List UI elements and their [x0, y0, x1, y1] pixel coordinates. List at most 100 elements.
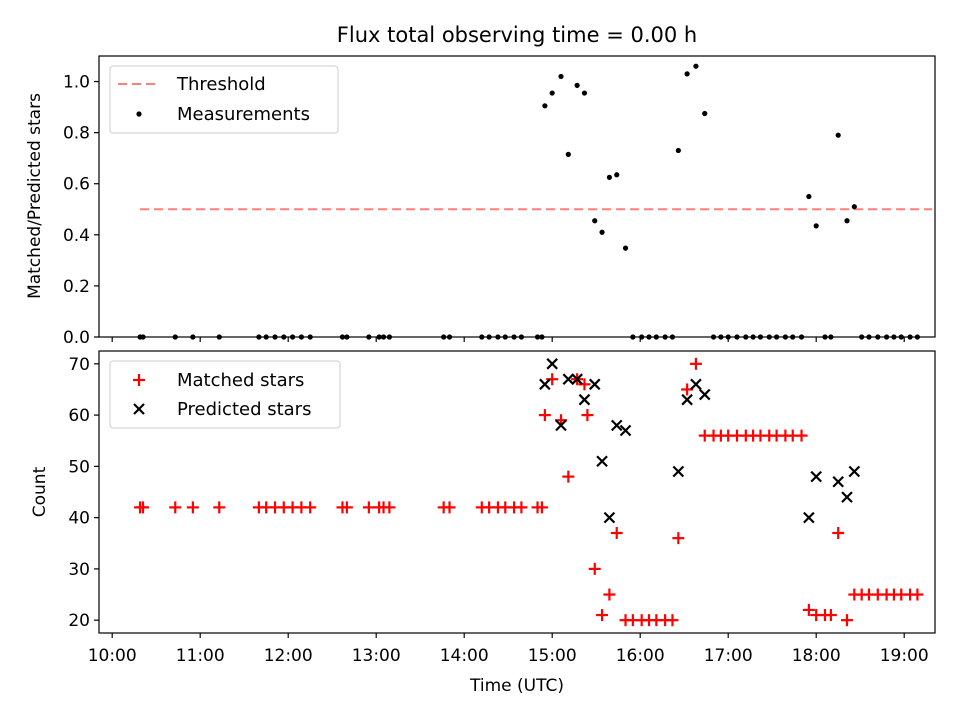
- measurement-point: [835, 132, 841, 138]
- measurement-point: [675, 147, 681, 154]
- matched-star-point: [841, 614, 853, 627]
- legend-threshold-label: Threshold: [176, 74, 266, 95]
- top-y-tick-label: 0.2: [63, 277, 90, 297]
- bottom-plot-frame: [98, 350, 936, 634]
- top-y-tick-label: 0.4: [63, 226, 90, 246]
- top-panel: 0.0 0.2 0.4 0.6 0.8 1.0 Matched/Predicted sta…: [25, 55, 936, 348]
- predicted-star-point: [588, 378, 601, 391]
- bottom-legend: Matched stars Predicted stars: [109, 360, 341, 429]
- bottom-x-axis-label: Time (UTC): [469, 676, 564, 696]
- predicted-star-point: [832, 475, 844, 488]
- matched-star-point: [603, 588, 616, 601]
- predicted-star-point: [841, 491, 853, 503]
- matched-star-point: [562, 470, 575, 483]
- legend-measurements-label: Measurements: [177, 104, 310, 125]
- matched-star-point: [515, 501, 528, 514]
- top-y-axis-ticks: 0.0 0.2 0.4 0.6 0.8 1.0: [63, 73, 99, 348]
- measurement-point: [574, 82, 580, 88]
- predicted-star-point: [603, 511, 616, 524]
- matched-star-point: [689, 357, 702, 370]
- predicted-star-point: [698, 388, 711, 401]
- matched-star-point: [824, 609, 837, 622]
- measurement-point: [542, 103, 548, 109]
- predicted-star-point: [555, 419, 567, 432]
- matched-star-point: [383, 501, 396, 514]
- measurement-point: [702, 110, 708, 117]
- bottom-legend-box: [109, 360, 341, 429]
- predicted-star-point: [539, 378, 551, 391]
- predicted-star-point: [848, 465, 861, 478]
- measurement-point: [614, 172, 620, 178]
- predicted-star-point: [546, 358, 558, 370]
- legend-predicted-label: Predicted stars: [177, 399, 311, 420]
- measurement-point: [558, 73, 564, 80]
- matched-star-point: [588, 562, 601, 575]
- bottom-x-tick-label: 19:00: [880, 646, 929, 666]
- matched-star-point: [137, 501, 149, 514]
- predicted-star-point: [810, 470, 822, 483]
- top-plot-frame: [98, 55, 936, 338]
- bottom-x-tick-label: 15:00: [528, 646, 577, 666]
- bottom-x-tick-label: 12:00: [264, 646, 313, 666]
- matched-star-point: [340, 501, 353, 514]
- matched-star-point: [169, 501, 182, 514]
- bottom-x-tick-label: 18:00: [792, 646, 841, 666]
- matched-star-point: [546, 373, 559, 386]
- matched-star-point: [596, 609, 609, 622]
- matched-star-point: [832, 527, 845, 540]
- matched-star-point: [443, 501, 456, 514]
- matched-star-markers: [134, 357, 924, 627]
- bottom-x-tick-label: 17:00: [704, 646, 753, 666]
- matched-star-point: [581, 409, 594, 422]
- matched-star-point: [538, 409, 551, 422]
- predicted-star-point: [578, 393, 591, 406]
- top-y-tick-label: 0.6: [63, 175, 90, 195]
- predicted-star-point: [690, 378, 702, 391]
- bottom-y-tick-label: 20: [68, 611, 90, 631]
- bottom-x-tick-label: 10:00: [88, 646, 137, 666]
- measurement-point: [592, 218, 598, 224]
- matched-star-point: [213, 501, 226, 514]
- measurement-point: [684, 71, 690, 77]
- matched-star-point: [802, 603, 815, 616]
- top-legend: Threshold Measurements: [109, 65, 339, 134]
- figure-title: Flux total observing time = 0.00 h: [337, 23, 697, 47]
- legend-matched-label: Matched stars: [177, 370, 304, 391]
- predicted-star-markers: [539, 358, 861, 524]
- measurement-point: [581, 90, 588, 96]
- top-legend-box: [109, 65, 339, 134]
- top-y-tick-label: 0.0: [63, 328, 90, 348]
- legend-predicted-swatch: [133, 403, 145, 415]
- top-y-axis-label: Matched/Predicted stars: [25, 93, 45, 299]
- predicted-star-point: [803, 511, 815, 524]
- matched-star-point: [672, 532, 685, 545]
- predicted-star-point: [619, 424, 632, 437]
- predicted-star-point: [672, 465, 685, 478]
- matched-star-point: [304, 501, 317, 514]
- legend-measurements-swatch: [136, 111, 142, 117]
- legend-matched-swatch: [133, 374, 145, 386]
- matched-star-point: [666, 614, 679, 627]
- matched-star-point: [610, 527, 623, 540]
- bottom-y-tick-label: 50: [68, 457, 90, 477]
- bottom-y-tick-label: 30: [68, 560, 90, 580]
- top-y-tick-label: 0.8: [63, 124, 90, 144]
- measurement-point: [622, 245, 629, 251]
- measurement-point: [693, 63, 699, 69]
- predicted-star-point: [610, 419, 623, 432]
- bottom-x-tick-label: 13:00: [352, 646, 401, 666]
- measurement-point: [813, 223, 819, 229]
- bottom-panel: 20 30 40 50 60 70 10:00 11:00 12:00 13:00 14:00 15…: [30, 350, 936, 696]
- matched-star-point: [362, 501, 375, 514]
- bottom-x-axis-ticks: 10:00 11:00 12:00 13:00 14:00 15:00 16:00 17:00…: [88, 633, 929, 666]
- bottom-y-tick-label: 60: [68, 406, 90, 426]
- bottom-y-axis-ticks: 20 30 40 50 60 70: [68, 355, 99, 631]
- predicted-star-point: [562, 373, 575, 385]
- matched-star-point: [578, 378, 591, 391]
- measurement-point: [806, 193, 812, 200]
- bottom-y-axis-label: Count: [30, 466, 50, 517]
- bottom-x-tick-label: 11:00: [176, 646, 225, 666]
- top-y-tick-label: 1.0: [63, 73, 90, 93]
- predicted-star-point: [681, 393, 693, 406]
